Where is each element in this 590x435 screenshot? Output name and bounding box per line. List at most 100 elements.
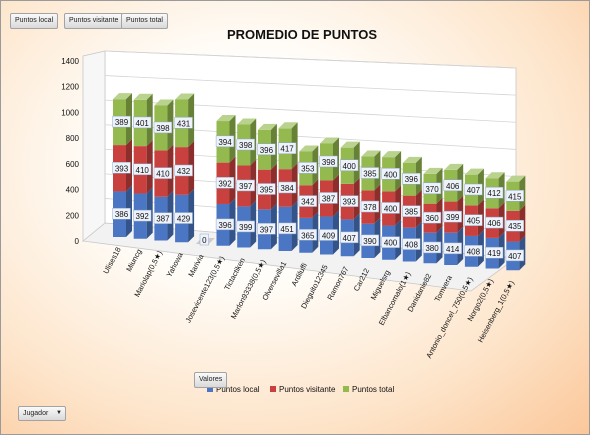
chart-title: PROMEDIO DE PUNTOS [227,27,377,42]
data-label-box [277,222,297,235]
y-tick-label: 1200 [61,83,79,92]
bar-top [361,150,381,157]
data-label: 378 [363,203,377,212]
data-label: 414 [446,245,460,254]
data-label: 412 [487,189,501,198]
gridline [104,75,517,96]
data-label: 393 [343,198,357,207]
y-tick-label: 1400 [61,57,79,66]
bar-top [278,122,298,129]
data-label-box [236,179,255,192]
category-label: Miuncg [124,247,143,273]
category-label: Yahowa [164,250,185,278]
data-label: 0 [202,236,207,245]
data-label: 397 [239,182,253,191]
data-label-box [340,159,359,171]
data-label: 400 [384,239,398,248]
chart-side-wall [82,50,106,242]
jugador-filter-dropdown[interactable]: Jugador ▼ [18,406,66,421]
field-button-puntos-total[interactable]: Puntos total [121,13,168,29]
data-label-box [174,164,193,177]
data-label: 409 [322,231,336,240]
data-label-box [153,212,173,224]
data-label: 342 [301,198,315,207]
data-label-box [402,205,421,217]
data-label-box [443,210,462,223]
bar-top [485,172,505,179]
data-label-box [484,186,504,199]
data-label: 387 [156,215,170,224]
data-label: 393 [115,164,129,173]
data-label: 431 [177,119,191,128]
data-label-box [381,236,400,248]
data-label: 385 [405,208,419,217]
data-label: 396 [260,146,274,155]
bar-top [444,163,464,170]
data-label-box [505,249,524,262]
y-tick-label: 200 [66,211,80,220]
data-label: 353 [301,164,315,173]
legend-label: Puntos visitante [279,385,336,394]
field-button-puntos-local[interactable]: Puntos local [10,13,59,29]
bar-top [506,175,526,182]
data-label-box [340,231,359,244]
data-label-box [464,245,483,257]
data-label: 399 [239,223,253,232]
data-label: 432 [177,167,191,176]
bar-top [464,168,484,175]
bar-top [299,145,319,152]
data-label: 396 [218,221,232,230]
data-label: 408 [405,241,419,250]
data-label-box [257,183,276,195]
data-label-box [443,242,462,255]
legend-swatch [207,386,213,392]
bar-top [382,151,402,158]
data-label-box [112,207,131,220]
legend-swatch [343,386,349,392]
data-label-box [298,195,317,207]
y-tick-label: 600 [66,160,80,169]
data-label: 407 [467,186,481,195]
data-label: 399 [446,213,460,222]
values-field-button[interactable]: Valores [194,372,228,388]
bar-top [175,93,195,100]
data-label-box [277,181,297,194]
jugador-filter-label: Jugador [23,410,49,417]
data-label-box [402,172,421,185]
data-label-box [340,195,359,207]
data-label: 398 [239,141,253,150]
data-label: 392 [218,179,232,188]
data-label-box [236,138,255,151]
data-label-box [402,238,421,250]
category-label: Ulises18 [101,246,122,276]
data-label-box [319,229,338,241]
data-label-box [422,211,442,224]
chevron-down-icon: ▼ [56,410,62,416]
data-label: 410 [156,170,170,179]
data-label-box [298,229,317,241]
data-label-box [360,167,380,179]
y-tick-label: 400 [66,186,80,195]
data-label-box [133,116,152,129]
data-label: 396 [405,175,419,184]
data-label: 385 [363,169,377,178]
data-label: 397 [260,225,274,234]
gridline [104,124,517,150]
data-label: 400 [343,162,357,171]
data-label: 398 [322,158,336,167]
legend-label: Puntos total [352,385,394,394]
bar-top [216,115,236,122]
data-label: 406 [487,219,501,228]
data-label-box [174,117,193,129]
data-label-box [112,115,131,128]
data-label: 407 [508,252,522,261]
data-label: 395 [260,186,274,195]
data-label-box [319,192,338,204]
legend-swatch [270,386,276,392]
data-label: 415 [508,192,522,201]
bar-top [237,118,257,125]
data-label-box [360,234,380,247]
data-label: 451 [280,225,294,234]
data-label: 405 [467,217,481,226]
